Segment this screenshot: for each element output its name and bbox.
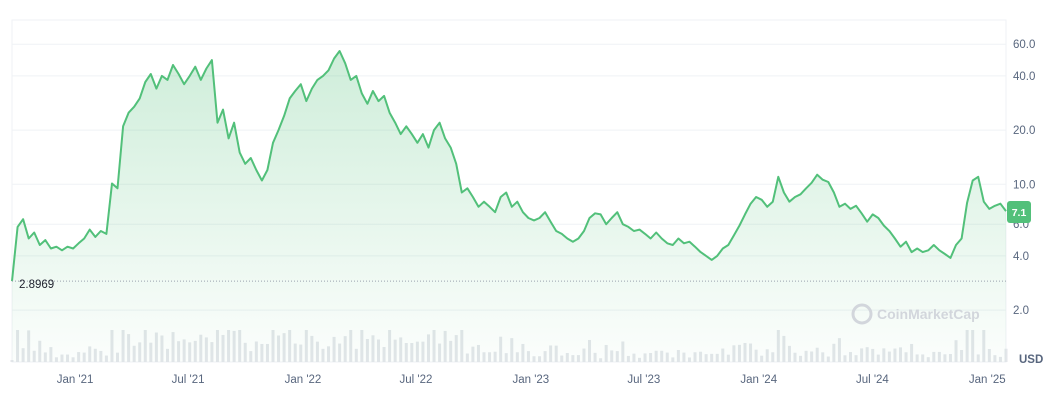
y-tick-label: 20.0 — [1013, 125, 1035, 137]
x-axis-ticks: Jan '21 Jul '21 Jan '22 Jul '22 Jan '23 Jul '… — [57, 374, 1006, 386]
coinmarketcap-logo-icon — [851, 303, 873, 325]
watermark-text: CoinMarketCap — [877, 306, 980, 322]
x-tick-label: Jan '21 — [57, 374, 94, 386]
x-tick-label: Jan '22 — [285, 374, 322, 386]
min-price-label: 2.8969 — [19, 279, 54, 291]
y-tick-label: 10.0 — [1013, 179, 1035, 191]
currency-label: USD — [1019, 354, 1043, 366]
x-tick-label: Jan '24 — [740, 374, 777, 386]
y-tick-label: 4.0 — [1013, 251, 1029, 263]
y-tick-label: 40.0 — [1013, 71, 1035, 83]
x-tick-label: Jan '25 — [969, 374, 1006, 386]
price-line — [11, 50, 1007, 282]
x-tick-label: Jan '23 — [512, 374, 549, 386]
x-tick-label: Jul '24 — [856, 374, 889, 386]
x-tick-label: Jul '23 — [627, 374, 660, 386]
current-price-badge: 7.1 — [1007, 201, 1031, 223]
y-tick-label: 2.0 — [1013, 305, 1029, 317]
watermark: CoinMarketCap — [851, 303, 980, 325]
x-tick-label: Jul '21 — [172, 374, 205, 386]
current-price-badge-bg — [1007, 201, 1031, 223]
y-axis-ticks: 2.04.06.010.020.040.060.0 — [1013, 39, 1035, 317]
y-tick-label: 60.0 — [1013, 39, 1035, 51]
current-price-label: 7.1 — [1012, 207, 1027, 219]
x-tick-label: Jul '22 — [400, 374, 433, 386]
price-area — [12, 51, 1006, 362]
